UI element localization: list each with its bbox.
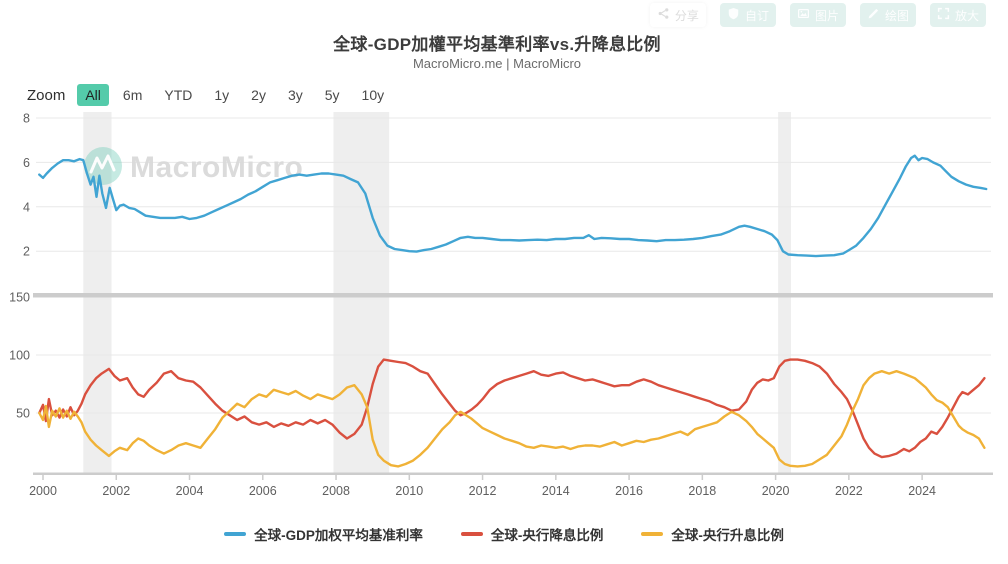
x-tick-label: 2000 xyxy=(29,484,57,498)
y-tick-label: 50 xyxy=(16,407,30,421)
x-tick xyxy=(628,475,630,480)
x-tick xyxy=(701,475,704,480)
x-tick xyxy=(408,475,411,480)
legend-item-label: 全球-央行升息比例 xyxy=(671,528,784,543)
x-tick-label: 2010 xyxy=(395,484,423,498)
x-tick-label: 2012 xyxy=(469,484,497,498)
toolbar-button-label: 绘图 xyxy=(884,8,909,23)
zoom-option-10y[interactable]: 10y xyxy=(361,87,385,103)
x-axis-ticks xyxy=(42,475,923,480)
x-tick xyxy=(42,475,44,480)
y-tick-label: 4 xyxy=(23,200,30,214)
y-axis-labels: 8 6 4 2 150 100 50 xyxy=(9,112,30,421)
watermark: MacroMicro xyxy=(84,147,303,185)
x-tick-label: 2016 xyxy=(615,484,643,498)
y-tick-label: 2 xyxy=(23,245,30,259)
chart-legend: 全球-GDP加权平均基准利率 全球-央行降息比例 全球-央行升息比例 xyxy=(0,524,1008,544)
toolbar-button-share[interactable]: 分享 xyxy=(649,3,706,27)
recession-band xyxy=(333,112,390,473)
zoom-option-2y[interactable]: 2y xyxy=(251,87,266,103)
toolbar-button-label: 自订 xyxy=(744,8,769,23)
y-tick-label: 6 xyxy=(23,156,30,170)
x-tick-label: 2008 xyxy=(322,484,350,498)
legend-item-label: 全球-GDP加权平均基准利率 xyxy=(254,528,423,543)
recession-band xyxy=(83,112,112,473)
shield-icon xyxy=(727,7,740,23)
y-tick-label: 100 xyxy=(9,349,30,363)
legend-item[interactable]: 全球-GDP加权平均基准利率 xyxy=(224,524,423,544)
x-tick xyxy=(115,475,118,480)
recession-bands xyxy=(83,112,791,473)
toolbar-button-pencil[interactable]: 绘图 xyxy=(859,3,916,27)
logo-wave xyxy=(89,154,116,174)
zoom-option-1y[interactable]: 1y xyxy=(214,87,230,103)
x-axis-labels: 2000 2002 2004 2006 2008 2010 2012 2014 2016 2018… xyxy=(29,484,936,498)
expand-icon xyxy=(937,7,950,23)
toolbar-button-shield[interactable]: 自订 xyxy=(719,3,776,27)
x-tick-label: 2014 xyxy=(542,484,570,498)
x-tick-label: 2024 xyxy=(908,484,936,498)
legend-item[interactable]: 全球-央行降息比例 xyxy=(460,524,604,544)
series-line-policy-rate[interactable] xyxy=(38,154,988,258)
toolbar-button-expand[interactable]: 放大 xyxy=(929,3,986,27)
legend-dash xyxy=(224,532,247,536)
x-tick-label: 2022 xyxy=(835,484,863,498)
x-tick-label: 2020 xyxy=(762,484,790,498)
chart-title: 全球-GDP加權平均基準利率vs.升降息比例 xyxy=(333,35,661,54)
zoom-option-ytd[interactable]: YTD xyxy=(164,87,193,103)
zoom-option-6m[interactable]: 6m xyxy=(122,87,143,103)
pane-resizer[interactable] xyxy=(33,293,993,298)
zoom-range-bar: Zoom All 6m YTD 1y 2y 3y 5y 10y xyxy=(27,84,392,106)
x-tick-label: 2002 xyxy=(102,484,130,498)
toolbar-button-label: 图片 xyxy=(814,8,839,23)
zoom-options: All 6m YTD 1y 2y 3y 5y 10y xyxy=(77,84,392,106)
x-tick xyxy=(262,475,264,480)
x-tick xyxy=(481,475,484,480)
image-icon xyxy=(797,7,810,23)
gridlines xyxy=(36,117,991,414)
x-axis-line xyxy=(33,472,993,475)
series-line-cut-ratio[interactable] xyxy=(38,358,986,459)
x-tick-label: 2006 xyxy=(249,484,277,498)
pencil-icon xyxy=(867,7,880,23)
x-tick xyxy=(921,475,923,480)
series-line-hike-ratio[interactable] xyxy=(38,370,986,468)
x-tick xyxy=(774,475,777,480)
legend-dash xyxy=(641,532,664,536)
x-tick xyxy=(848,475,850,480)
recession-band xyxy=(778,112,791,473)
zoom-option-all[interactable]: All xyxy=(77,84,109,106)
x-tick xyxy=(188,475,191,480)
x-tick-label: 2018 xyxy=(688,484,716,498)
x-tick xyxy=(335,475,337,480)
zoom-option-5y[interactable]: 5y xyxy=(324,87,340,103)
y-tick-label: 150 xyxy=(9,291,30,305)
x-tick xyxy=(555,475,557,480)
zoom-label: Zoom xyxy=(27,86,66,104)
chart-subtitle: MacroMicro.me | MacroMicro xyxy=(412,56,582,71)
chart-toolbar: 分享 自订 图片 绘图 放大 xyxy=(649,3,986,27)
toolbar-button-label: 放大 xyxy=(954,8,979,23)
legend-item-label: 全球-央行降息比例 xyxy=(490,528,604,543)
legend-dash xyxy=(460,532,483,536)
watermark-text: MacroMicro xyxy=(130,151,303,184)
toolbar-button-label: 分享 xyxy=(674,8,699,23)
toolbar-button-image[interactable]: 图片 xyxy=(789,3,846,27)
x-tick-label: 2004 xyxy=(176,484,204,498)
share-icon xyxy=(657,7,670,23)
legend-item[interactable]: 全球-央行升息比例 xyxy=(641,524,784,544)
zoom-option-3y[interactable]: 3y xyxy=(287,87,303,103)
y-tick-label: 8 xyxy=(23,112,30,126)
